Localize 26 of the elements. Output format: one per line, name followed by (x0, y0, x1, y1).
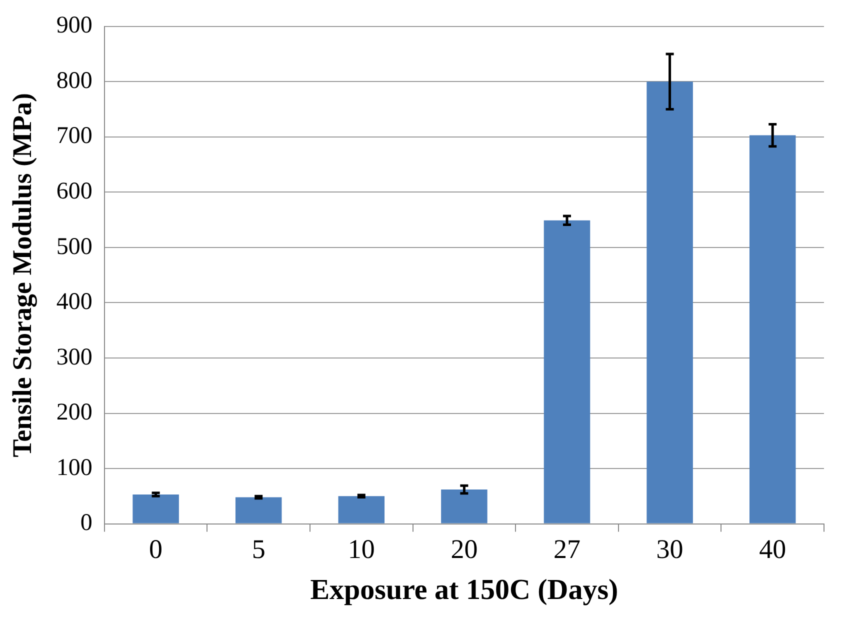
bar (749, 135, 796, 524)
x-tick-label: 27 (554, 534, 580, 564)
y-tick-label: 200 (56, 400, 92, 426)
x-tick-label: 20 (450, 534, 478, 564)
y-tick-label: 800 (56, 68, 92, 94)
y-tick-label: 900 (56, 12, 92, 39)
y-axis-title: Tensile Storage Modulus (MPa) (7, 92, 38, 458)
y-tick-label: 500 (56, 234, 92, 260)
x-tick-label: 5 (252, 534, 266, 564)
bar (235, 497, 282, 524)
bar (132, 494, 179, 524)
y-tick-label: 0 (80, 510, 92, 536)
x-tick-label: 30 (656, 534, 684, 564)
y-tick-label: 400 (56, 289, 92, 316)
x-tick-label: 40 (759, 534, 786, 564)
bar (338, 496, 385, 524)
bar (544, 220, 590, 524)
x-axis-title: Exposure at 150C (Days) (310, 574, 618, 606)
y-tick-label: 700 (56, 123, 92, 150)
y-tick-label: 300 (56, 344, 92, 370)
x-tick-label: 10 (348, 534, 375, 564)
x-tick-label: 0 (149, 534, 163, 564)
y-tick-label: 600 (56, 178, 92, 204)
bar (441, 490, 488, 524)
y-tick-label: 100 (56, 454, 92, 481)
bar (646, 82, 693, 524)
